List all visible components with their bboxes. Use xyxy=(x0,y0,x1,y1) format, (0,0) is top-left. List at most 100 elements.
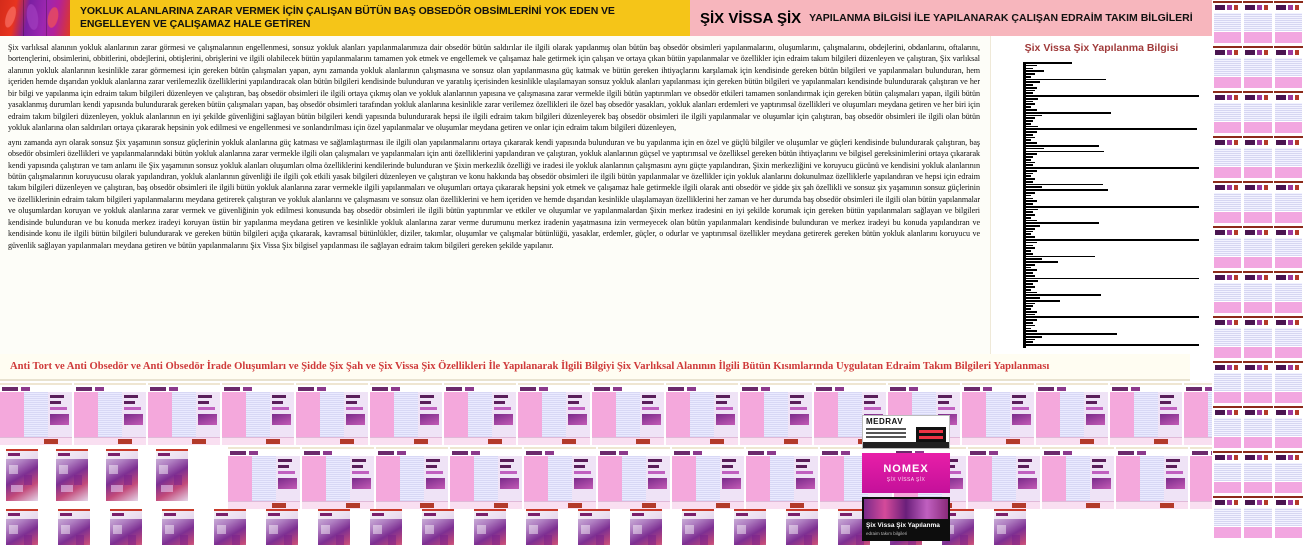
thumbnail-document[interactable] xyxy=(296,383,368,445)
thumbnail-footer xyxy=(666,437,738,445)
thumbnail-small-document[interactable] xyxy=(1273,496,1303,540)
chart-bar xyxy=(1026,103,1035,106)
thumbnail-document[interactable] xyxy=(302,447,374,509)
thumbnail-small-document[interactable] xyxy=(1213,1,1243,45)
thumbnail-photo[interactable] xyxy=(156,449,188,501)
thumbnail-document[interactable] xyxy=(1042,447,1114,509)
thumbnail-document[interactable] xyxy=(666,383,738,445)
thumbnail-document[interactable] xyxy=(746,447,818,509)
thumbnail-small-document[interactable] xyxy=(1243,496,1273,540)
thumbnail-small-document[interactable] xyxy=(1273,406,1303,450)
thumbnail-photo[interactable] xyxy=(106,449,138,501)
thumbnail-photo[interactable] xyxy=(526,509,558,545)
thumbnail-document[interactable] xyxy=(1116,447,1188,509)
thumbnail-photo[interactable] xyxy=(162,509,194,545)
thumbnail-small-document[interactable] xyxy=(1243,181,1273,225)
thumbnail-document[interactable] xyxy=(444,383,516,445)
thumbnail-small-document[interactable] xyxy=(1213,271,1243,315)
thumbnail-document[interactable] xyxy=(228,447,300,509)
thumbnail-document[interactable] xyxy=(518,383,590,445)
thumbnail-small-document[interactable] xyxy=(1213,46,1243,90)
thumbnail-photo[interactable] xyxy=(682,509,714,545)
thumbnail-document[interactable] xyxy=(222,383,294,445)
thumbnail-body xyxy=(1116,456,1188,501)
thumbnail-small-document[interactable] xyxy=(1243,91,1273,135)
thumbnail-small-document[interactable] xyxy=(1213,316,1243,360)
thumbnail-document[interactable] xyxy=(376,447,448,509)
chart-bar xyxy=(1026,302,1035,305)
dark-banner-card[interactable]: Şix Vissa Şix Yapılanma edraim takım bil… xyxy=(862,497,950,541)
thumbnail-doc-header xyxy=(1243,408,1273,417)
thumbnail-column-table xyxy=(622,456,647,501)
thumbnail-photo[interactable] xyxy=(734,509,766,545)
thumbnail-photo[interactable] xyxy=(994,509,1026,545)
thumbnail-body xyxy=(296,392,368,437)
thumbnail-doc-header xyxy=(1243,48,1273,57)
thumbnail-photo[interactable] xyxy=(56,449,88,501)
thumbnail-small-document[interactable] xyxy=(1273,271,1303,315)
thumbnail-photo[interactable] xyxy=(214,509,246,545)
thumbnail-document[interactable] xyxy=(598,447,670,509)
thumbnail-document[interactable] xyxy=(370,383,442,445)
thumbnail-document[interactable] xyxy=(1036,383,1108,445)
thumbnail-small-document[interactable] xyxy=(1213,361,1243,405)
thumbnail-small-document[interactable] xyxy=(1213,181,1243,225)
thumbnail-small-document[interactable] xyxy=(1213,406,1243,450)
thumbnail-small-document[interactable] xyxy=(1273,361,1303,405)
thumbnail-small-document[interactable] xyxy=(1273,181,1303,225)
thumbnail-small-document[interactable] xyxy=(1243,136,1273,180)
thumbnail-column-table xyxy=(1060,392,1085,437)
thumbnail-document[interactable] xyxy=(968,447,1040,509)
thumbnail-small-document[interactable] xyxy=(1213,496,1243,540)
thumbnail-small-document[interactable] xyxy=(1243,226,1273,270)
nomex-card[interactable]: NOMEX ŞİX VİSSA ŞİX xyxy=(862,453,950,493)
thumbnail-document[interactable] xyxy=(524,447,596,509)
thumbnail-row-2-photos xyxy=(6,449,188,501)
thumbnail-small-document[interactable] xyxy=(1243,316,1273,360)
thumbnail-photo[interactable] xyxy=(786,509,818,545)
thumbnail-small-document[interactable] xyxy=(1273,226,1303,270)
thumbnail-small-document[interactable] xyxy=(1273,46,1303,90)
thumbnail-document[interactable] xyxy=(740,383,812,445)
thumbnail-photo-header xyxy=(266,511,298,519)
thumbnail-photo[interactable] xyxy=(422,509,454,545)
thumbnail-small-document[interactable] xyxy=(1273,316,1303,360)
thumbnail-photo[interactable] xyxy=(58,509,90,545)
thumbnail-photo[interactable] xyxy=(474,509,506,545)
thumbnail-document[interactable] xyxy=(672,447,744,509)
thumbnail-small-document[interactable] xyxy=(1243,1,1273,45)
thumbnail-small-document[interactable] xyxy=(1213,226,1243,270)
thumbnail-photo[interactable] xyxy=(370,509,402,545)
thumbnail-small-document[interactable] xyxy=(1243,361,1273,405)
thumbnail-small-document[interactable] xyxy=(1243,46,1273,90)
thumbnail-small-document[interactable] xyxy=(1273,91,1303,135)
thumbnail-document[interactable] xyxy=(450,447,522,509)
thumbnail-photo[interactable] xyxy=(630,509,662,545)
thumbnail-document[interactable] xyxy=(592,383,664,445)
thumbnail-small-document[interactable] xyxy=(1273,451,1303,495)
thumbnail-column-content xyxy=(1084,392,1108,437)
thumbnail-column-table xyxy=(770,456,795,501)
thumbnail-photo[interactable] xyxy=(110,509,142,545)
thumbnail-small-document[interactable] xyxy=(1273,136,1303,180)
thumbnail-small-document[interactable] xyxy=(1243,451,1273,495)
thumbnail-photo[interactable] xyxy=(578,509,610,545)
medrav-card[interactable]: MEDRAV xyxy=(862,415,950,449)
thumbnail-photo[interactable] xyxy=(6,509,38,545)
thumbnail-body xyxy=(222,392,294,437)
thumbnail-small-document[interactable] xyxy=(1273,1,1303,45)
thumbnail-small-document[interactable] xyxy=(1243,406,1273,450)
thumbnail-header xyxy=(814,385,886,392)
thumbnail-small-document[interactable] xyxy=(1213,136,1243,180)
thumbnail-small-document[interactable] xyxy=(1243,271,1273,315)
thumbnail-document[interactable] xyxy=(148,383,220,445)
thumbnail-document[interactable] xyxy=(74,383,146,445)
thumbnail-photo[interactable] xyxy=(318,509,350,545)
thumbnail-document[interactable] xyxy=(1110,383,1182,445)
thumbnail-photo[interactable] xyxy=(266,509,298,545)
thumbnail-document[interactable] xyxy=(962,383,1034,445)
thumbnail-small-document[interactable] xyxy=(1213,91,1243,135)
thumbnail-document[interactable] xyxy=(0,383,72,445)
thumbnail-small-document[interactable] xyxy=(1213,451,1243,495)
thumbnail-photo[interactable] xyxy=(6,449,38,501)
